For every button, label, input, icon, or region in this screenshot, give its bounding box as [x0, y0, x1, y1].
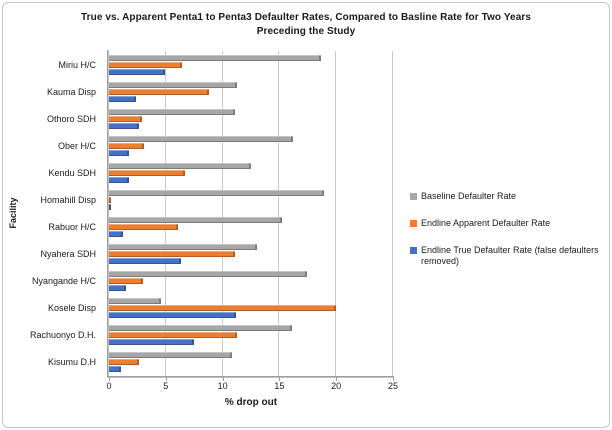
bar — [109, 244, 257, 251]
bar — [109, 88, 209, 95]
x-tick-mark — [279, 377, 281, 381]
bar — [109, 54, 322, 61]
legend: Baseline Defaulter Rate Endline Apparent … — [410, 191, 612, 267]
bar — [109, 108, 236, 115]
x-axis-title: % drop out — [224, 397, 278, 408]
gridline — [392, 51, 393, 376]
category-label: Othoro SDH — [46, 113, 96, 124]
gridline — [278, 51, 280, 376]
bar-group — [109, 213, 393, 240]
bar — [109, 298, 162, 305]
bar — [109, 115, 142, 122]
category-label: Kendu SDH — [48, 167, 96, 178]
bar-group — [109, 159, 393, 186]
bar — [109, 162, 251, 169]
chart-title-line1: True vs. Apparent Penta1 to Penta3 Defau… — [80, 12, 532, 23]
bar-rows — [109, 51, 393, 376]
gridline — [164, 51, 166, 376]
bar — [109, 258, 181, 265]
category-label: Kauma Disp — [46, 86, 96, 97]
bar — [109, 95, 137, 102]
bar — [109, 68, 165, 75]
category-label: Miriu H/C — [58, 59, 97, 70]
bar — [109, 305, 337, 312]
bar — [109, 81, 238, 88]
bar — [109, 61, 182, 68]
plot-area — [109, 51, 393, 376]
legend-marker — [410, 193, 417, 200]
bar — [109, 176, 130, 183]
legend-entry: Endline Apparent Defaulter Rate — [410, 218, 612, 229]
x-tick-label: 0 — [106, 381, 112, 391]
gridline — [335, 51, 337, 376]
x-tick-label: 20 — [331, 381, 342, 391]
bar — [109, 231, 123, 237]
bar — [109, 325, 292, 332]
bar — [109, 189, 324, 196]
legend-entry: Endline True Defaulter Rate (false defau… — [410, 245, 612, 267]
bar-group — [109, 186, 393, 213]
bar-group — [109, 241, 393, 268]
y-axis-line — [107, 50, 109, 377]
legend-marker — [410, 247, 417, 254]
bar — [109, 359, 139, 366]
bar-group — [109, 322, 393, 349]
bar — [109, 339, 195, 346]
legend-label: Baseline Defaulter Rate — [421, 191, 517, 201]
bar — [109, 203, 112, 210]
x-tick-label: 25 — [387, 381, 399, 391]
category-label: Nyahera SDH — [40, 249, 96, 260]
x-tick-label: 15 — [274, 381, 285, 391]
x-tick-label: 10 — [217, 381, 228, 391]
chart-title: True vs. Apparent Penta1 to Penta3 Defau… — [3, 11, 609, 39]
bar-group — [109, 51, 393, 78]
bar — [109, 366, 122, 373]
x-tick-label: 5 — [163, 381, 169, 391]
bar — [109, 332, 238, 339]
bar — [109, 135, 294, 142]
category-label: Rachuonyo D.H. — [29, 330, 96, 341]
category-label: Kosele Disp — [47, 303, 96, 314]
bar-group — [109, 349, 393, 376]
bar-group — [109, 268, 393, 295]
bar — [109, 122, 139, 129]
bar-group — [109, 295, 393, 322]
bar — [109, 251, 236, 258]
bar — [109, 217, 282, 223]
legend-marker — [410, 220, 417, 227]
bar — [109, 352, 232, 359]
bar-group — [109, 78, 393, 105]
category-label: Rabuor H/C — [48, 222, 96, 232]
bar-group — [109, 105, 393, 132]
bar — [109, 312, 237, 319]
category-label: Ober H/C — [57, 140, 96, 151]
x-tick-mark — [109, 377, 110, 381]
legend-label: Endline Apparent Defaulter Rate — [421, 218, 551, 228]
bar — [109, 224, 179, 230]
chart-title-line2: Preceding the Study — [256, 26, 356, 37]
category-label: Nyangande H/C — [31, 276, 96, 287]
legend-entry: Baseline Defaulter Rate — [410, 191, 612, 202]
chart-stage: True vs. Apparent Penta1 to Penta3 Defau… — [3, 3, 609, 427]
x-tick-mark — [393, 377, 394, 381]
legend-label: Endline True Defaulter Rate (false defau… — [421, 245, 599, 266]
x-tick-mark — [222, 377, 224, 381]
category-label: Homahill Disp — [40, 194, 96, 205]
category-label: Kisumu D.H — [47, 357, 96, 368]
bar — [109, 169, 186, 176]
bar — [109, 196, 112, 203]
category-axis-labels: Miriu H/C Kauma Disp Othoro SDH Ober H/C Ken… — [3, 51, 103, 376]
gridline — [221, 51, 223, 376]
bar — [109, 142, 145, 149]
bar — [109, 285, 127, 292]
x-axis-line — [107, 376, 394, 378]
bar — [109, 149, 130, 156]
bar-group — [109, 132, 393, 159]
x-tick-mark — [336, 377, 338, 381]
x-tick-mark — [165, 377, 167, 381]
bar — [109, 271, 307, 278]
bar — [109, 278, 144, 285]
y-axis-title: Facility — [8, 197, 18, 229]
